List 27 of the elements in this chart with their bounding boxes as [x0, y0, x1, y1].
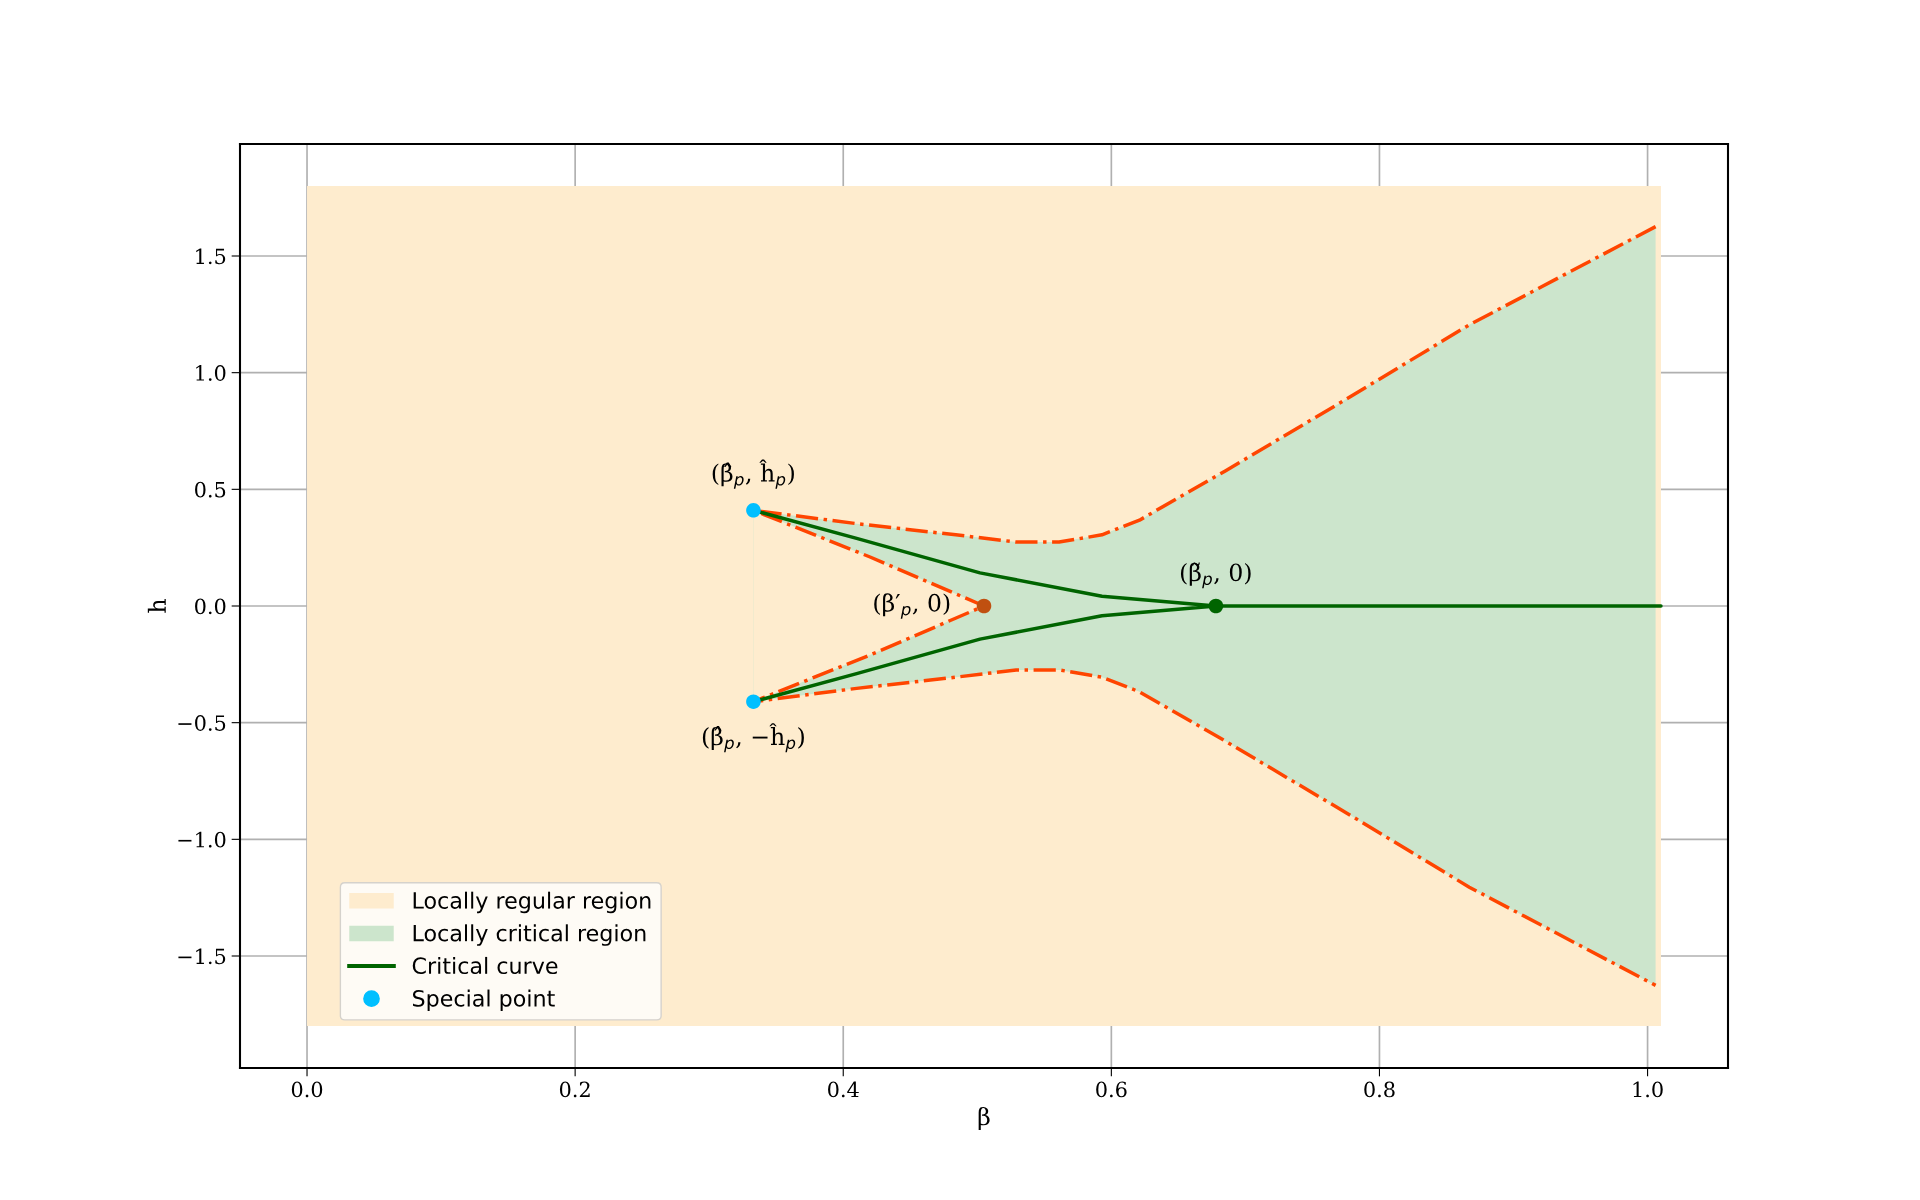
legend-label: Critical curve: [412, 956, 558, 975]
x-tick-label: 0.6: [1096, 1081, 1127, 1098]
annotation: (β′$_{p}$, 0): [874, 593, 950, 619]
legend-label: Locally critical region: [413, 924, 646, 946]
legend-label: Special point: [412, 989, 555, 1012]
x-axis-title: β: [978, 1106, 990, 1130]
x-tick-label: 0.4: [828, 1081, 859, 1098]
annotation: (β̂$_{p}$, −ĥ$_{p}$): [702, 723, 804, 753]
y-tick-label: 1.5: [196, 248, 226, 265]
annotation: (β̃$_{p}$, 0): [1180, 562, 1251, 589]
x-tick-label: 0.8: [1364, 1081, 1395, 1098]
x-tick-label: 0.2: [559, 1081, 590, 1098]
y-tick-label: 1.0: [196, 365, 226, 381]
y-tick-label: −0.5: [178, 715, 226, 731]
point: [746, 503, 761, 518]
x-tick-label: 1.0: [1633, 1081, 1663, 1098]
legend-label: Locally regular region: [413, 891, 651, 914]
point: [1208, 598, 1224, 614]
annotation: (β̂$_{p}$, ĥ$_{p}$): [712, 459, 794, 489]
y-tick-label: 0.0: [195, 598, 226, 615]
y-tick-label: 0.5: [195, 481, 226, 498]
y-axis-title: h: [147, 599, 166, 613]
point: [746, 694, 761, 709]
y-tick-label: −1.5: [178, 948, 226, 965]
y-tick-label: −1.0: [178, 831, 226, 848]
x-tick-label: 0.0: [291, 1081, 323, 1098]
point: [976, 598, 992, 614]
